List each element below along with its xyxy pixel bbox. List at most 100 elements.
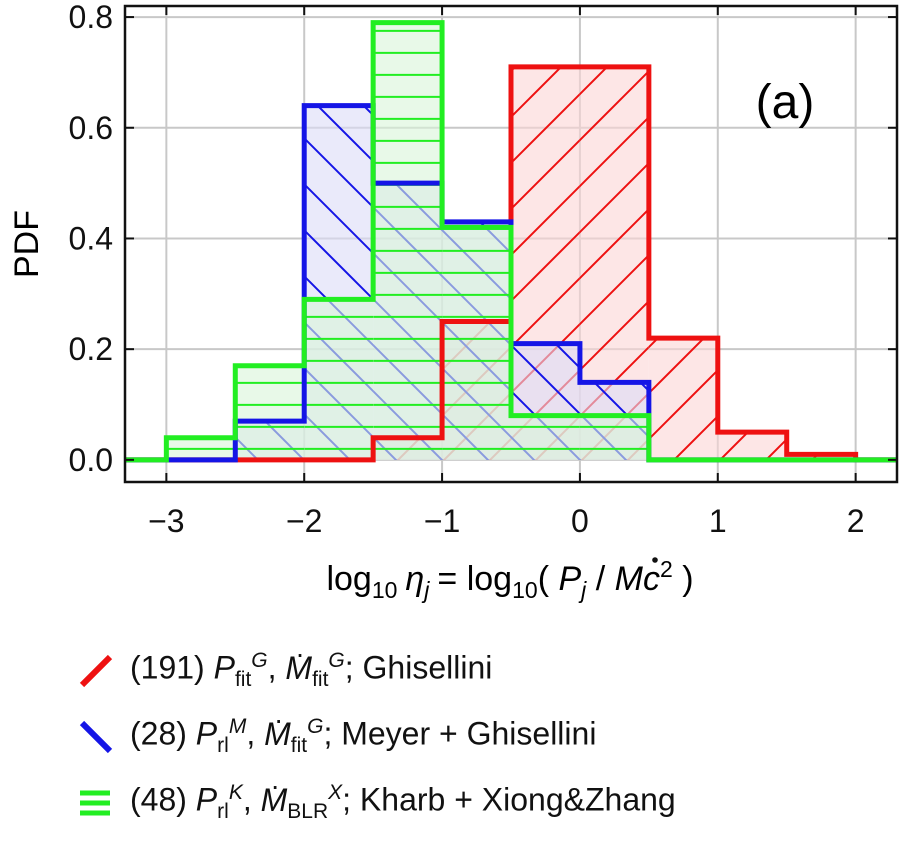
hatch-line [0,0,122,600]
legend-m-sup: G [307,715,324,739]
series-kharb-xiong-zhang [166,22,649,460]
legend-sep: , [267,650,286,687]
legend-m-sup: X [328,781,343,805]
legend-swatch-blue-backward-hatch [79,720,113,754]
hatch-line [0,0,122,600]
histogram-bar [373,22,443,460]
histogram-bar [786,454,856,460]
hatch-line [0,0,30,600]
legend-p-symbol: P [213,650,235,687]
histogram-bar [717,432,787,460]
legend-p-sub: rl [217,734,229,758]
bar-hatch [511,425,580,450]
hatch-line [0,0,122,600]
x-axis-label-slash: / [586,560,614,598]
hatch-line [0,0,122,600]
hatch-line [0,0,122,600]
legend-label-ghisellini: (191) PfitG, MfitG; Ghisellini [130,632,493,692]
x-tick-label: −2 [286,503,322,539]
hatch-line [579,253,649,326]
series-outline [125,64,897,463]
legend-mdot-symbol: M [285,632,312,687]
y-tick-label: 0.8 [69,0,113,35]
histogram-bar [511,415,580,460]
bar-hatch [235,381,305,450]
hatch-line [0,0,30,600]
legend-sep: , [242,782,261,819]
x-tick-label: 2 [847,503,865,539]
hatch-line [0,0,76,600]
legend-m-sub: fit [290,734,308,758]
histogram-bar [304,299,374,460]
legend-m-sup: G [328,649,345,673]
hatch-line [0,0,76,600]
axis-ticks: −3 −2 −1 0 1 2 0.0 0.2 0.4 0.6 0.8 [69,0,897,539]
x-axis-label-c: c [643,560,660,598]
x-axis-label-log-sub: 10 [372,577,398,603]
histogram-bar [648,338,718,460]
hatch-line [0,0,30,600]
hatch-line [511,66,563,119]
x-axis-label-equals: = log [437,560,512,598]
plot-frame [123,4,899,484]
bar-hatch [0,0,649,600]
hatch-line [0,0,30,600]
x-tick-label: −3 [148,503,184,539]
x-axis-label-log: log [326,560,371,598]
x-axis-label-eta: η [405,560,424,598]
bar-hatch [579,425,649,450]
legend-m-sub: BLR [287,800,329,824]
hatch-line [579,69,649,142]
y-tick-label: 0.2 [69,331,113,367]
x-axis-label-p-sub: j [578,577,587,603]
hatch-line [0,0,76,600]
hatch-line [0,0,76,600]
legend-label-kharb-xiong-zhang: (48) PrlK, MBLRX; Kharb + Xiong&Zhang [130,764,676,824]
hatch-line [0,0,76,600]
hatch-line [0,0,76,600]
x-axis-label-paren-open: ( [538,560,559,598]
x-axis-label-mdot-dot [652,557,658,563]
hatch-line [0,0,30,600]
panel-label: (a) [756,76,815,129]
hatch-line [0,0,122,600]
legend-label-meyer-ghisellini: (28) PrlM, MfitG; Meyer + Ghisellini [130,698,596,758]
bar-hatch [304,315,374,450]
histogram-bar [579,415,649,460]
x-tick-label: −1 [424,503,460,539]
y-tick-label: 0.0 [69,442,113,478]
hatch-line [0,0,30,600]
hatch-line [0,0,122,600]
legend-p-symbol: P [195,782,218,819]
hatch-line [0,0,30,600]
hatch-line [0,0,30,600]
hatch-line [0,0,76,600]
legend-item-kharb-xiong-zhang: (48) PrlK, MBLRX; Kharb + Xiong&Zhang [72,764,892,836]
legend-item-meyer-ghisellini: (28) PrlM, MfitG; Meyer + Ghisellini [72,698,892,770]
hatch-line [511,276,580,349]
legend-p-sub: fit [234,668,252,692]
x-axis-label-mdot: M [615,560,644,598]
legend-p-sup: G [251,649,268,673]
hatch-line [0,0,30,600]
y-tick-label: 0.6 [69,110,113,146]
hatch-line [0,0,30,600]
hatch-line [0,0,122,600]
legend-count: (28) [130,716,196,753]
legend-p-sup: K [228,781,243,805]
legend-mdot-symbol: M [264,698,291,753]
hatch-line [0,0,76,600]
histogram-bar [442,227,511,460]
legend-item-ghisellini: (191) PfitG, MfitG; Ghisellini [72,632,892,704]
hatch-line [0,0,76,600]
hatch-line [0,0,30,600]
hatch-line [0,0,76,600]
legend-tail: ; Kharb + Xiong&Zhang [342,782,676,819]
x-axis-label-paren-close: ) [673,560,694,598]
legend-count: (191) [130,650,214,687]
x-tick-label: 0 [571,503,589,539]
histogram-chart: −3 −2 −1 0 1 20.00.20.40.60.8 (a) PDF log10 ηj… [0,0,899,603]
legend-tail: ; Ghisellini [344,650,493,687]
legend-mdot-symbol: M [261,764,288,819]
hatch-line [0,0,30,600]
